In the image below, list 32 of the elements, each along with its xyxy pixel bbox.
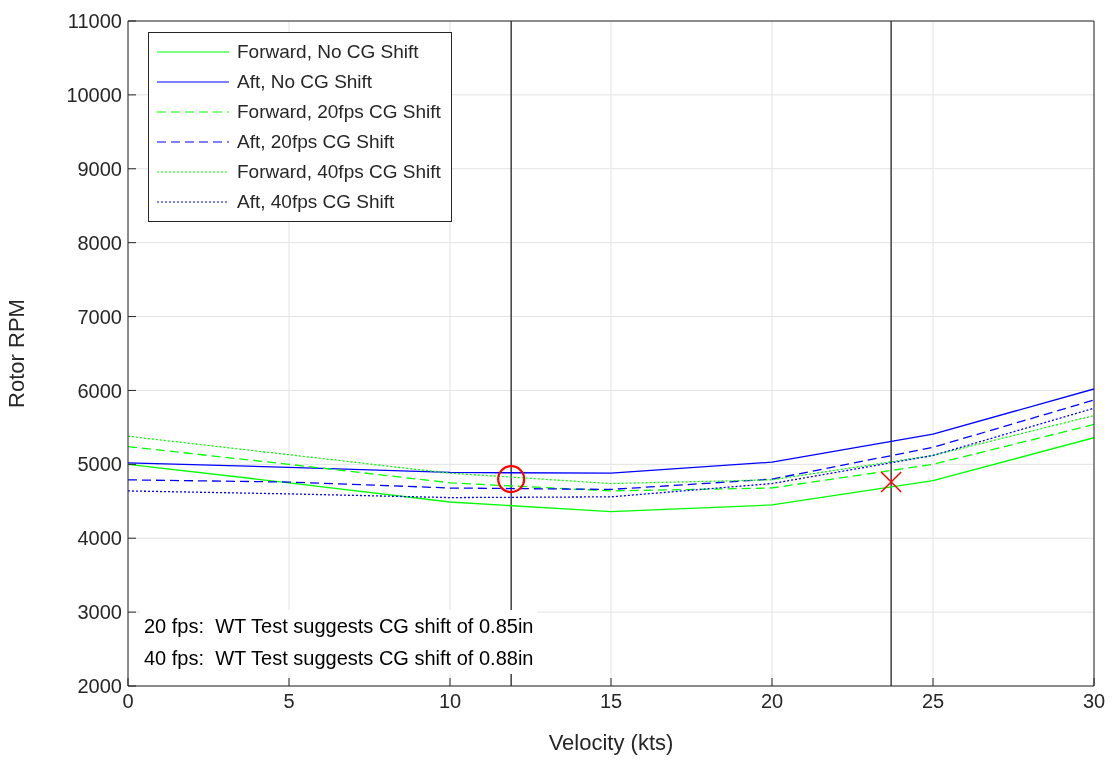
legend-label: Aft, 20fps CG Shift [237,131,395,153]
y-tick-label: 9000 [77,157,122,180]
legend-label: Forward, 20fps CG Shift [237,101,441,123]
y-tick-label: 10000 [66,83,122,106]
y-tick-label: 11000 [67,10,122,33]
y-tick-label: 2000 [77,675,122,698]
legend-label: Forward, No CG Shift [237,41,419,63]
y-tick-label: 6000 [77,379,122,402]
legend-label: Forward, 40fps CG Shift [237,161,441,183]
x-tick-label: 10 [438,690,462,713]
x-tick-label: 20 [760,690,784,713]
line-series [128,388,1094,474]
y-tick-label: 4000 [77,527,122,550]
x-tick-label: 30 [1082,690,1106,713]
x-tick-label: 5 [283,690,295,713]
annotation: 20 fps: WT Test suggests CG shift of 0.85in [140,610,538,642]
x-tick-label: 0 [122,690,134,713]
legend-label: Aft, 40fps CG Shift [237,191,395,213]
legend-label: Aft, No CG Shift [237,71,373,93]
line-series [128,414,1094,485]
y-tick-label: 5000 [77,453,122,476]
y-tick-label: 8000 [77,231,122,254]
y-tick-label: 7000 [77,305,122,328]
y-tick-label: 3000 [77,601,122,624]
annotation: 40 fps: WT Test suggests CG shift of 0.88in [140,642,538,674]
x-tick-label: 25 [921,690,945,713]
x-tick-label: 15 [599,690,623,713]
x-axis-title: Velocity (kts) [548,730,674,755]
line-series [128,399,1094,491]
line-series [128,423,1094,492]
y-axis-title: Rotor RPM [3,299,29,408]
line-series [128,407,1094,499]
